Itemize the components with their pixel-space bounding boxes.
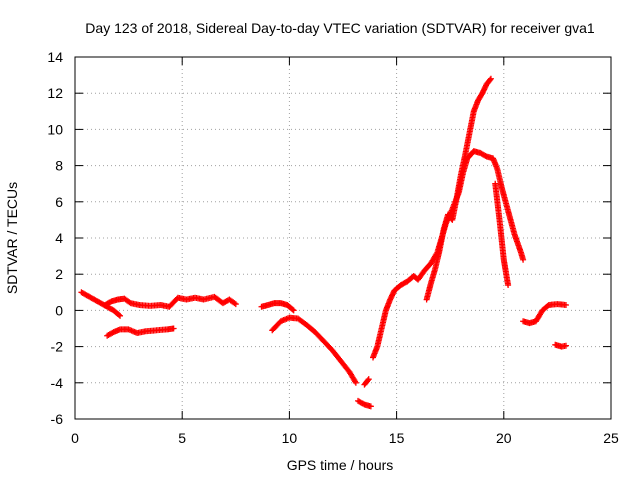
y-tick-label: 4 bbox=[55, 230, 63, 246]
data-marker bbox=[481, 152, 488, 159]
data-marker bbox=[487, 76, 494, 83]
data-marker bbox=[230, 299, 237, 306]
data-marker bbox=[517, 248, 524, 255]
data-marker bbox=[561, 342, 568, 349]
y-tick-label: 8 bbox=[55, 158, 63, 174]
data-marker bbox=[543, 303, 550, 310]
x-tick-label: 25 bbox=[603, 430, 619, 446]
data-marker bbox=[395, 283, 402, 290]
y-axis-label: SDTVAR / TECUs bbox=[4, 182, 20, 294]
data-marker bbox=[309, 327, 316, 334]
series-sdtvar-e bbox=[269, 314, 359, 386]
y-tick-label: -2 bbox=[51, 339, 64, 355]
series-sdtvar-a bbox=[78, 289, 124, 319]
series-sdtvar-i bbox=[423, 75, 494, 303]
data-marker bbox=[169, 325, 176, 332]
y-tick-label: -4 bbox=[51, 375, 64, 391]
data-marker bbox=[431, 267, 438, 274]
data-marker bbox=[486, 77, 493, 84]
data-marker bbox=[114, 311, 121, 318]
data-marker bbox=[288, 305, 295, 312]
chart-title: Day 123 of 2018, Sidereal Day-to-day VTE… bbox=[85, 20, 595, 36]
data-marker bbox=[477, 92, 484, 99]
data-marker bbox=[108, 330, 115, 337]
y-tick-label: 2 bbox=[55, 266, 63, 282]
y-tick-label: 10 bbox=[47, 121, 63, 137]
data-marker bbox=[493, 164, 500, 171]
series-sdtvar-k bbox=[520, 301, 569, 327]
data-points bbox=[78, 75, 569, 410]
data-marker bbox=[364, 377, 371, 384]
data-marker bbox=[470, 109, 477, 116]
data-marker bbox=[382, 308, 389, 315]
data-marker bbox=[364, 378, 371, 385]
data-marker bbox=[108, 305, 115, 312]
data-marker bbox=[82, 291, 89, 298]
data-marker bbox=[440, 227, 447, 234]
data-marker bbox=[344, 366, 351, 373]
series-sdtvar-g bbox=[361, 376, 372, 388]
data-marker bbox=[519, 255, 526, 262]
data-marker bbox=[172, 296, 179, 303]
series-sdtvar-j bbox=[492, 180, 512, 289]
data-marker bbox=[366, 402, 373, 409]
data-marker bbox=[217, 298, 224, 305]
data-marker bbox=[352, 378, 359, 385]
series-sdtvar-d bbox=[258, 300, 297, 314]
axis-ticks: 0 5 10 15 20 25 -6 -4 -2 0 2 4 6 8 10 12 14 bbox=[47, 49, 619, 446]
series-sdtvar-f bbox=[355, 397, 374, 410]
x-tick-label: 10 bbox=[282, 430, 298, 446]
data-marker bbox=[301, 320, 308, 327]
data-marker bbox=[115, 311, 122, 318]
series-sdtvar-c bbox=[104, 325, 177, 339]
data-marker bbox=[293, 315, 300, 322]
data-marker bbox=[125, 298, 132, 305]
x-tick-label: 5 bbox=[178, 430, 186, 446]
data-marker bbox=[335, 355, 342, 362]
data-marker bbox=[511, 229, 518, 236]
data-marker bbox=[401, 279, 408, 286]
y-tick-label: 6 bbox=[55, 194, 63, 210]
data-marker bbox=[468, 150, 475, 157]
data-marker bbox=[419, 270, 426, 277]
data-marker bbox=[318, 335, 325, 342]
x-tick-label: 15 bbox=[389, 430, 405, 446]
data-marker bbox=[231, 300, 238, 307]
data-marker bbox=[289, 306, 296, 313]
data-marker bbox=[105, 299, 112, 306]
data-marker bbox=[327, 344, 334, 351]
x-axis-label: GPS time / hours bbox=[287, 457, 394, 473]
y-tick-label: 0 bbox=[55, 302, 63, 318]
series-sdtvar-l bbox=[552, 341, 569, 350]
series-sdtvar-b bbox=[102, 293, 239, 310]
x-tick-label: 0 bbox=[71, 430, 79, 446]
data-marker bbox=[373, 344, 380, 351]
data-marker bbox=[88, 295, 95, 302]
data-marker bbox=[498, 182, 505, 189]
data-marker bbox=[561, 301, 568, 308]
data-marker bbox=[504, 206, 511, 213]
data-marker bbox=[436, 249, 443, 256]
y-tick-label: -6 bbox=[51, 411, 64, 427]
x-tick-label: 20 bbox=[496, 430, 512, 446]
data-marker bbox=[378, 327, 385, 334]
y-tick-label: 14 bbox=[47, 49, 63, 65]
grid-lines bbox=[75, 57, 611, 419]
data-marker bbox=[504, 280, 511, 287]
data-marker bbox=[126, 299, 133, 306]
data-marker bbox=[426, 262, 433, 269]
data-marker bbox=[427, 281, 434, 288]
y-tick-label: 12 bbox=[47, 85, 63, 101]
data-marker bbox=[358, 400, 365, 407]
data-marker bbox=[95, 298, 102, 305]
data-marker bbox=[275, 320, 282, 327]
